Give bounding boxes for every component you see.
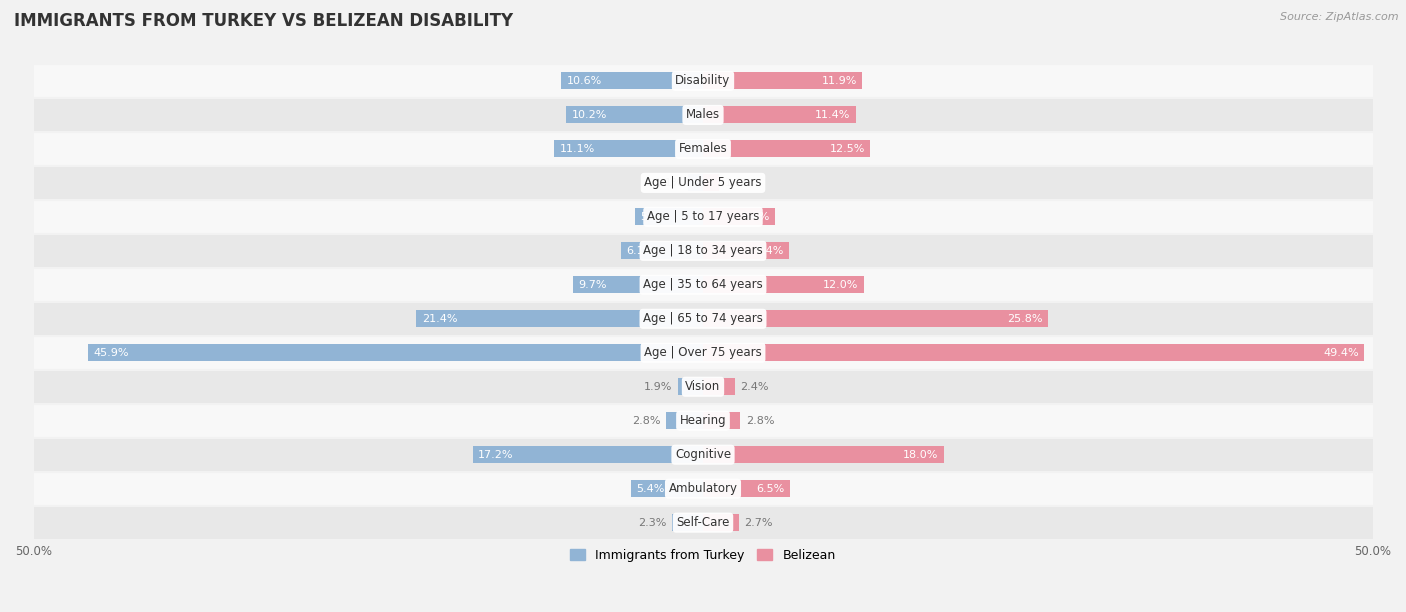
Text: 45.9%: 45.9% [94, 348, 129, 358]
Bar [34, 234, 1372, 268]
Text: 12.5%: 12.5% [830, 144, 865, 154]
Bar [561, 72, 703, 89]
Text: 18.0%: 18.0% [903, 450, 939, 460]
Bar [34, 98, 1372, 132]
Text: 5.4%: 5.4% [636, 483, 665, 494]
Bar [34, 336, 1372, 370]
Bar [634, 208, 703, 225]
Text: 5.1%: 5.1% [640, 212, 668, 222]
Text: 1.1%: 1.1% [655, 178, 683, 188]
Text: 17.2%: 17.2% [478, 450, 513, 460]
Text: 2.7%: 2.7% [745, 518, 773, 528]
Bar [472, 446, 703, 463]
Text: 2.4%: 2.4% [741, 382, 769, 392]
Bar [34, 64, 1372, 98]
Bar [703, 310, 1049, 327]
Text: 1.9%: 1.9% [644, 382, 672, 392]
Bar [34, 506, 1372, 540]
Bar [703, 174, 718, 192]
Text: 9.7%: 9.7% [578, 280, 607, 290]
Text: Age | 5 to 17 years: Age | 5 to 17 years [647, 211, 759, 223]
Bar [689, 174, 703, 192]
Bar [34, 404, 1372, 438]
Bar [678, 378, 703, 395]
Text: 10.6%: 10.6% [567, 76, 602, 86]
Text: 1.2%: 1.2% [724, 178, 752, 188]
Bar [574, 277, 703, 293]
Bar [672, 514, 703, 531]
Text: 25.8%: 25.8% [1008, 314, 1043, 324]
Text: Males: Males [686, 108, 720, 121]
Text: Hearing: Hearing [679, 414, 727, 427]
Text: 49.4%: 49.4% [1323, 348, 1360, 358]
Bar [621, 242, 703, 259]
Bar [703, 345, 1364, 361]
Bar [34, 268, 1372, 302]
Text: Ambulatory: Ambulatory [668, 482, 738, 495]
Bar [703, 208, 775, 225]
Text: IMMIGRANTS FROM TURKEY VS BELIZEAN DISABILITY: IMMIGRANTS FROM TURKEY VS BELIZEAN DISAB… [14, 12, 513, 30]
Text: 6.1%: 6.1% [627, 246, 655, 256]
Bar [89, 345, 703, 361]
Text: Age | 65 to 74 years: Age | 65 to 74 years [643, 312, 763, 326]
Bar [703, 72, 862, 89]
Bar [567, 106, 703, 124]
Text: 6.4%: 6.4% [755, 246, 783, 256]
Text: Vision: Vision [685, 380, 721, 394]
Text: Disability: Disability [675, 75, 731, 88]
Text: Age | Under 5 years: Age | Under 5 years [644, 176, 762, 189]
Text: 2.3%: 2.3% [638, 518, 666, 528]
Bar [703, 446, 943, 463]
Bar [34, 166, 1372, 200]
Bar [34, 200, 1372, 234]
Text: Age | Over 75 years: Age | Over 75 years [644, 346, 762, 359]
Bar [34, 132, 1372, 166]
Text: 2.8%: 2.8% [631, 416, 661, 426]
Text: Females: Females [679, 143, 727, 155]
Text: Age | 18 to 34 years: Age | 18 to 34 years [643, 244, 763, 257]
Bar [703, 412, 741, 429]
Bar [34, 472, 1372, 506]
Text: Cognitive: Cognitive [675, 448, 731, 461]
Bar [34, 438, 1372, 472]
Bar [703, 378, 735, 395]
Bar [703, 140, 870, 157]
Text: 6.5%: 6.5% [756, 483, 785, 494]
Text: 11.9%: 11.9% [821, 76, 858, 86]
Bar [703, 514, 740, 531]
Text: Source: ZipAtlas.com: Source: ZipAtlas.com [1281, 12, 1399, 22]
Bar [554, 140, 703, 157]
Bar [416, 310, 703, 327]
Bar [34, 302, 1372, 336]
Bar [703, 242, 789, 259]
Text: 21.4%: 21.4% [422, 314, 457, 324]
Bar [703, 106, 856, 124]
Text: 10.2%: 10.2% [572, 110, 607, 120]
Bar [631, 480, 703, 497]
Text: Age | 35 to 64 years: Age | 35 to 64 years [643, 278, 763, 291]
Text: 11.1%: 11.1% [560, 144, 595, 154]
Legend: Immigrants from Turkey, Belizean: Immigrants from Turkey, Belizean [565, 543, 841, 567]
Bar [665, 412, 703, 429]
Text: 2.8%: 2.8% [745, 416, 775, 426]
Text: 11.4%: 11.4% [815, 110, 851, 120]
Text: Self-Care: Self-Care [676, 516, 730, 529]
Text: 5.4%: 5.4% [741, 212, 770, 222]
Bar [703, 480, 790, 497]
Text: 12.0%: 12.0% [823, 280, 858, 290]
Bar [34, 370, 1372, 404]
Bar [703, 277, 863, 293]
